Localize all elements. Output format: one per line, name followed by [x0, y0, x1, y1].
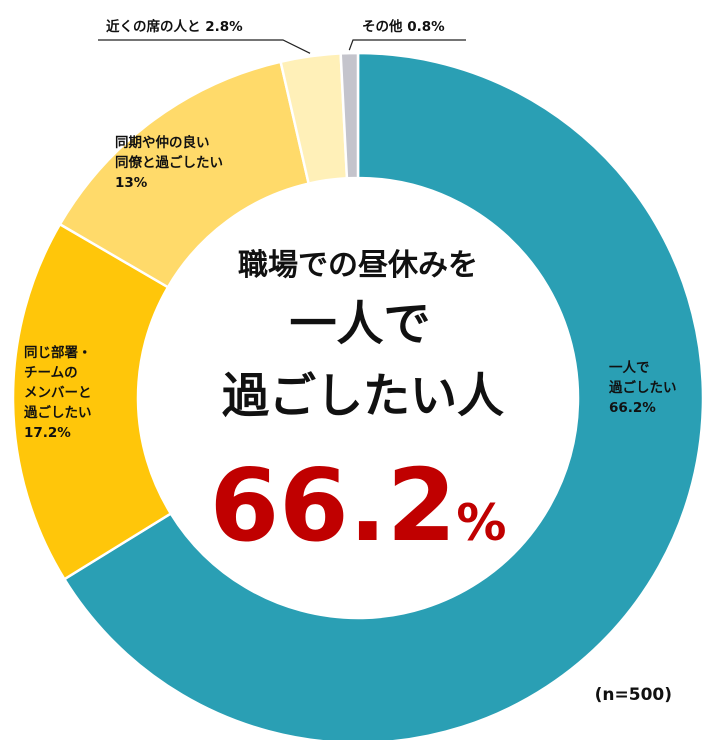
slice-label-1: 同じ部署・チームのメンバーと過ごしたい 17.2% [23, 344, 92, 441]
center-percentage-unit: % [456, 494, 506, 552]
slice-label-1-line-2: メンバーと [24, 385, 92, 401]
slice-label-1-line-0: 同じ部署・ [24, 344, 92, 361]
slice-label-2: 同期や仲の良い同僚と過ごしたい 13% [115, 134, 223, 191]
slice-label-2-line-1: 同僚と過ごしたい [115, 154, 223, 171]
slice-label-1-line-4: 17.2% [24, 425, 71, 441]
slice-label-3: 近くの席の人と 2.8% [106, 18, 243, 35]
slice-label-0-line-2: 66.2% [609, 400, 656, 416]
slice-label-0-line-1: 過ごしたい [608, 379, 677, 396]
slice-label-0: 一人で過ごしたい 66.2% [608, 360, 677, 416]
donut-slice-0 [62, 51, 705, 740]
center-title-line3: 過ごしたい人 [222, 369, 504, 424]
center-title-line2: 一人で [290, 297, 431, 352]
sample-size-label: (n=500) [595, 685, 672, 705]
slice-labels: 一人で過ごしたい 66.2%同じ部署・チームのメンバーと過ごしたい 17.2%同期や… [23, 18, 677, 441]
center-percentage: 66.2% [210, 447, 507, 564]
slice-label-4-line-0: その他 0.8% [362, 18, 445, 35]
slice-label-0-line-0: 一人で [609, 360, 650, 376]
center-title-line1: 職場での昼休みを [238, 248, 478, 283]
slice-label-4: その他 0.8% [362, 18, 445, 35]
slice-label-3-line-0: 近くの席の人と 2.8% [106, 18, 243, 35]
donut-slice-4 [339, 51, 360, 180]
slice-label-1-line-1: チームの [24, 365, 78, 381]
donut-slice-1 [11, 222, 173, 581]
slice-label-2-line-0: 同期や仲の良い [115, 134, 210, 151]
slice-label-2-line-2: 13% [115, 175, 148, 191]
leader-line-other [348, 39, 466, 51]
leader-line-nearby-seat [98, 39, 311, 54]
donut-slices [11, 51, 705, 740]
slice-label-1-line-3: 過ごしたい [23, 404, 92, 421]
leader-lines [98, 39, 466, 54]
center-percentage-value: 66.2 [210, 447, 457, 564]
